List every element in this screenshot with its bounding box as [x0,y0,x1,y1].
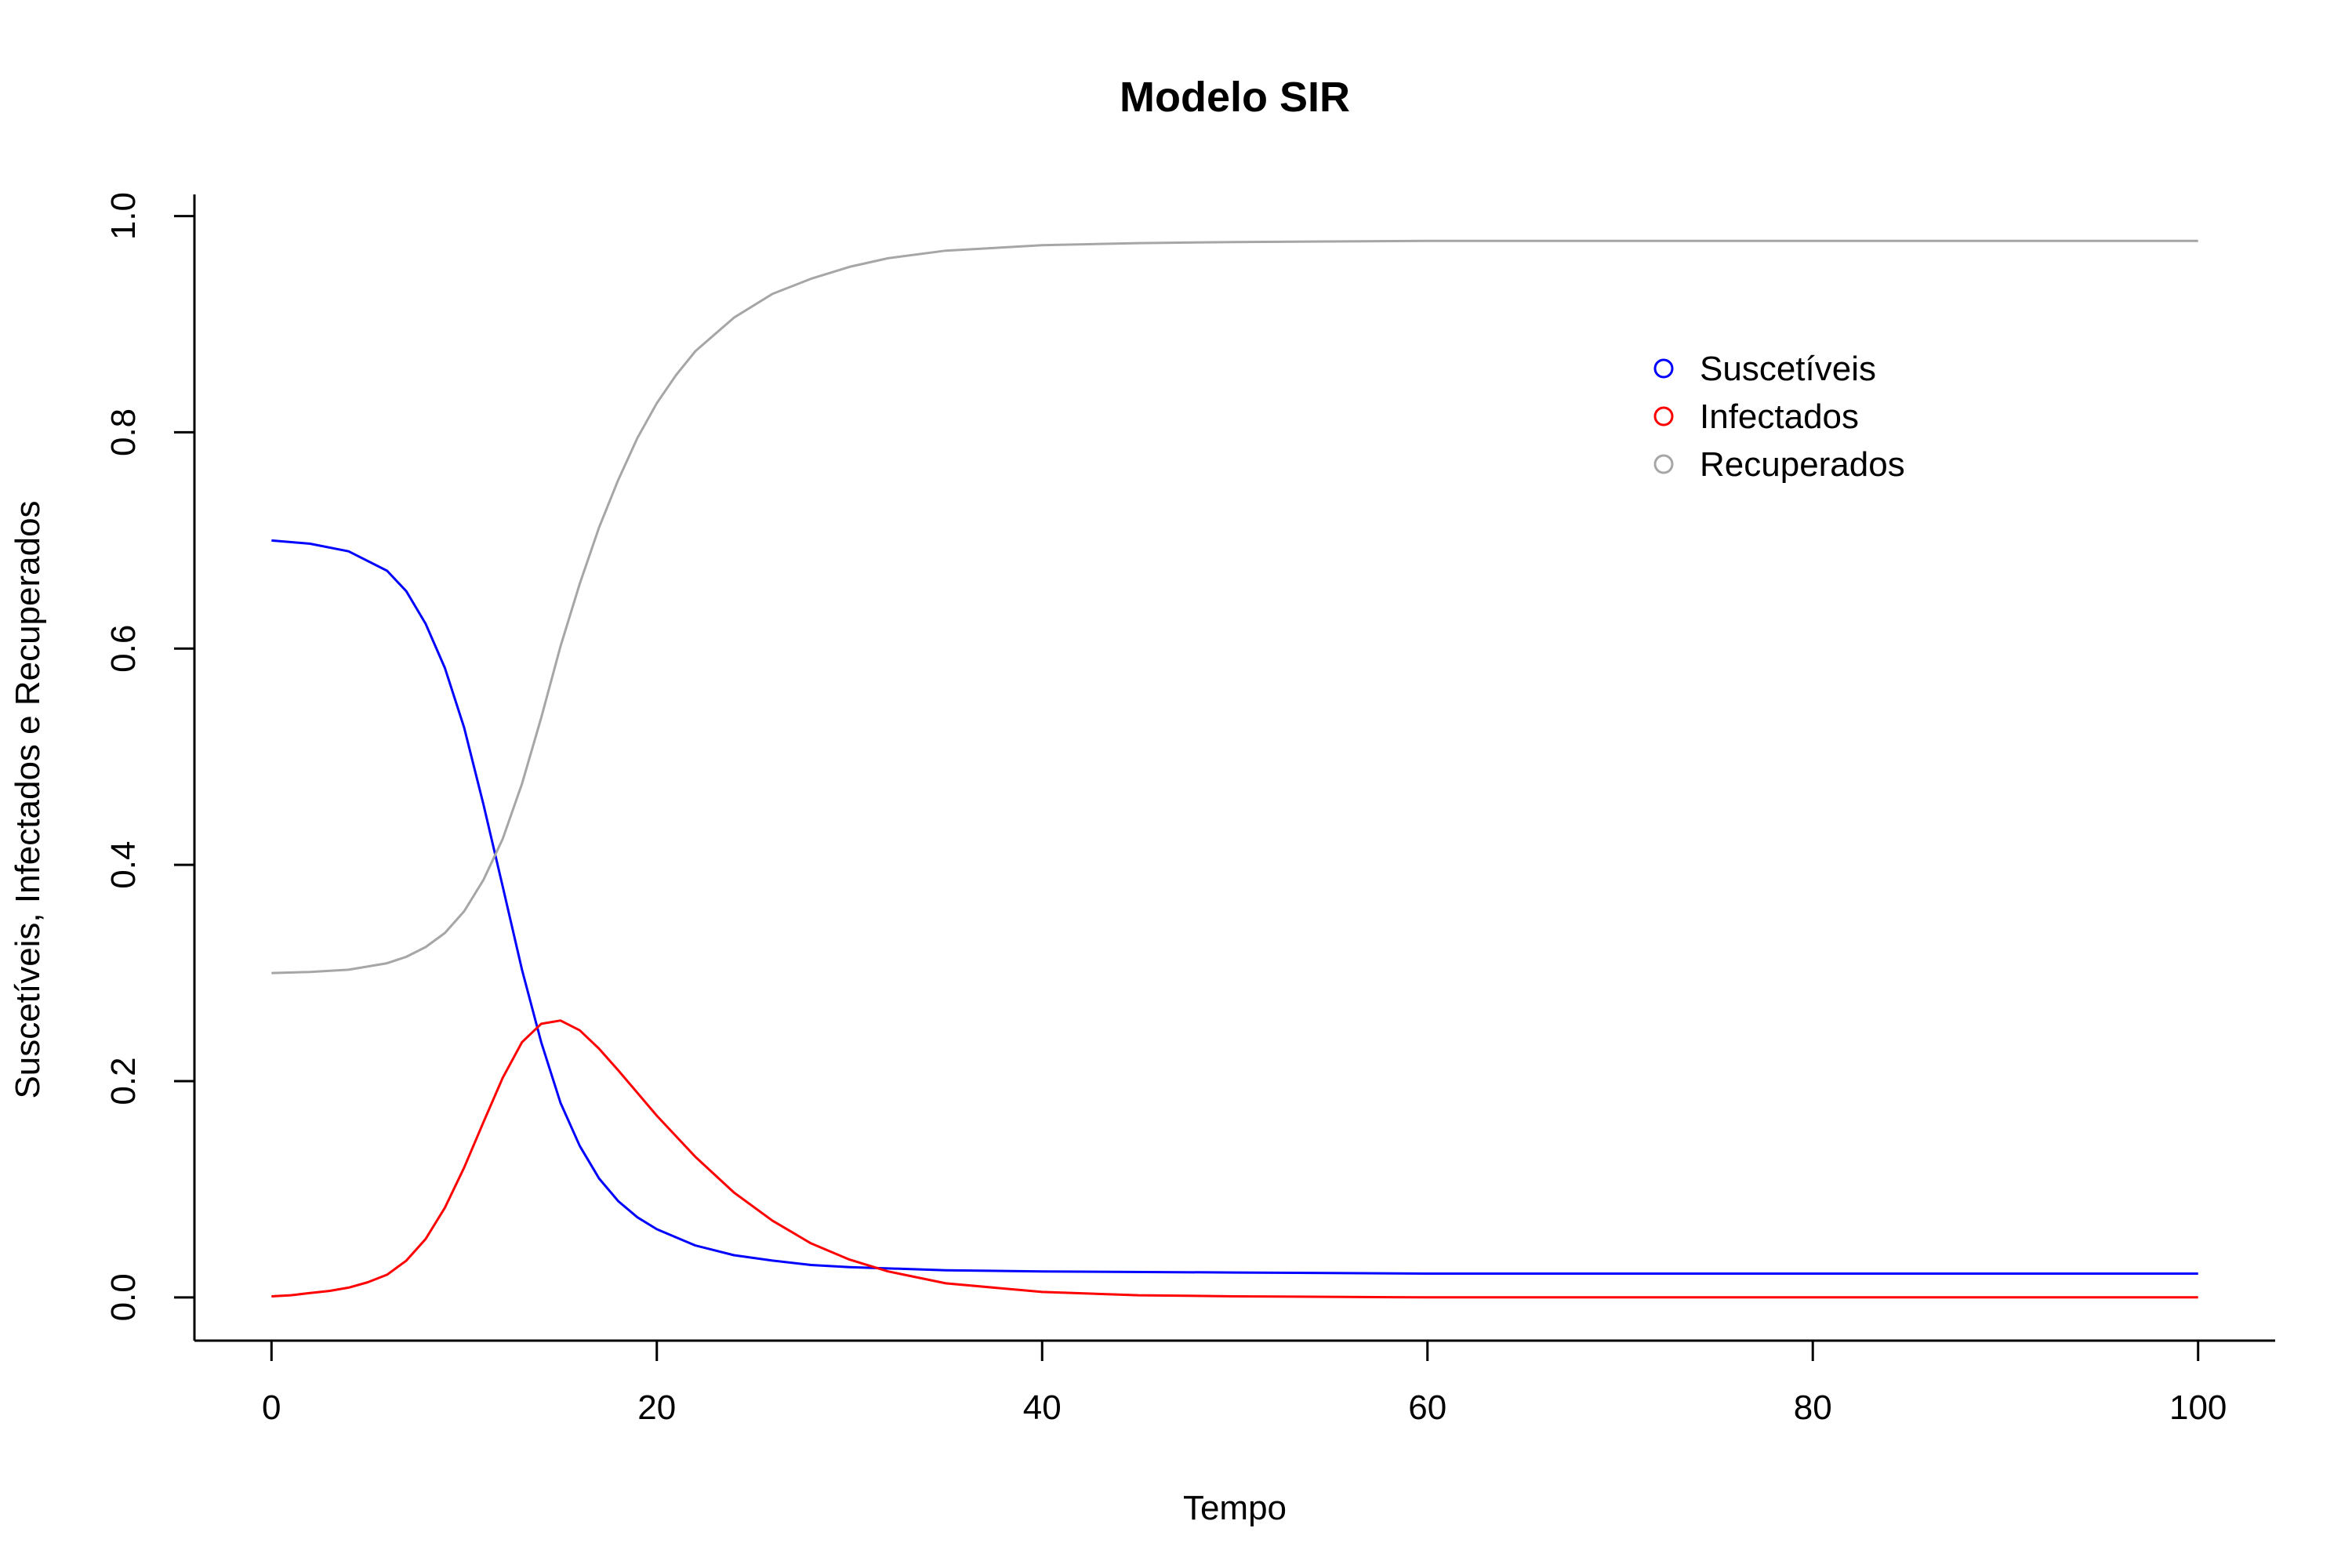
legend-label: Recuperados [1700,445,1905,484]
x-tick-label: 60 [1408,1388,1446,1427]
y-tick-label: 0.8 [104,408,143,456]
y-tick-label: 1.0 [104,192,143,240]
series-line-recuperados [271,239,2198,975]
legend-label: Infectados [1700,397,1859,436]
y-tick-label: 0.0 [104,1273,143,1321]
x-tick-label: 100 [2169,1388,2227,1427]
legend-label: Suscetíveis [1700,350,1876,388]
series-line-infectados [271,1019,2198,1299]
x-axis-label: Tempo [1183,1489,1287,1527]
legend-marker [1653,454,1674,474]
chart-title: Modelo SIR [1120,74,1350,121]
legend-marker [1653,358,1674,379]
x-tick-label: 0 [262,1388,281,1427]
y-tick-label: 0.2 [104,1057,143,1105]
y-tick-label: 0.6 [104,625,143,673]
x-tick-label: 20 [637,1388,676,1427]
x-tick-label: 40 [1023,1388,1062,1427]
legend: Suscetíveis Infectados Recuperados [1653,350,1905,484]
x-tick-label: 80 [1794,1388,1832,1427]
legend-marker [1653,406,1674,426]
x-ticks: 0 20 40 60 80 100 [262,1341,2227,1427]
y-ticks: 0.0 0.2 0.4 0.6 0.8 1.0 [104,192,194,1321]
y-axis-label: Suscetíveis, Infectados e Recuperados [9,500,47,1098]
series-line-suscetiveis [271,539,2198,1275]
y-tick-label: 0.4 [104,841,143,889]
series-lines [271,239,2198,1299]
axes [193,194,2275,1342]
